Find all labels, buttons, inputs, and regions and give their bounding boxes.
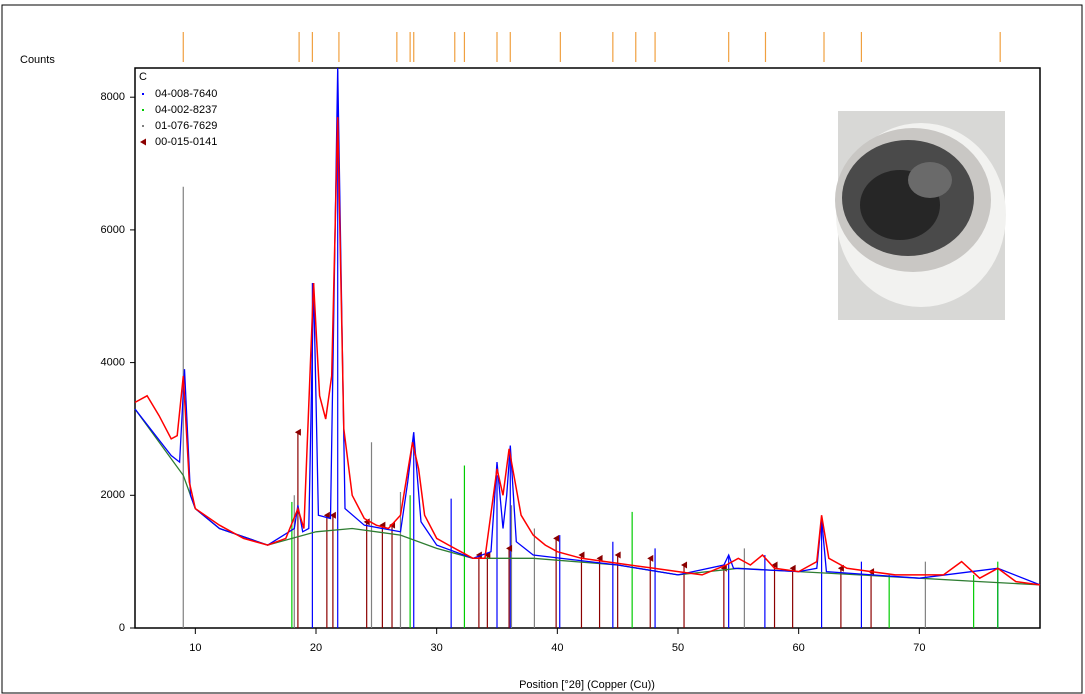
reference-triangle xyxy=(614,551,621,559)
reference-triangle xyxy=(647,554,654,562)
y-tick-label: 4000 xyxy=(101,357,125,369)
legend-label: 04-002-8237 xyxy=(155,104,217,116)
profile-line xyxy=(134,117,1041,586)
reference-triangle xyxy=(294,428,301,436)
y-tick-label: 2000 xyxy=(101,489,125,501)
legend-marker xyxy=(140,138,146,146)
x-tick-label: 70 xyxy=(913,642,925,654)
plot-area xyxy=(134,67,1041,629)
y-tick-label: 6000 xyxy=(101,224,125,236)
y-tick-label: 8000 xyxy=(101,91,125,103)
legend-label: 01-076-7629 xyxy=(155,120,217,132)
reference-triangle xyxy=(578,551,585,559)
reference-triangle xyxy=(681,561,688,569)
y-axis-label: Counts xyxy=(20,54,55,66)
reference-triangle xyxy=(771,561,778,569)
legend-label: 00-015-0141 xyxy=(155,136,217,148)
legend-label: 04-008-7640 xyxy=(155,88,217,100)
reference-triangle xyxy=(553,534,560,542)
x-tick-label: 60 xyxy=(793,642,805,654)
x-axis-label: Position [°2θ] (Copper (Cu)) xyxy=(519,679,655,691)
y-tick-label: 0 xyxy=(119,622,125,634)
reference-triangle xyxy=(484,551,491,559)
legend-marker xyxy=(142,125,144,127)
reference-triangle xyxy=(789,564,796,572)
frame xyxy=(1,4,1083,694)
reference-triangle xyxy=(596,554,603,562)
x-tick-label: 20 xyxy=(310,642,322,654)
x-tick-label: 30 xyxy=(431,642,443,654)
x-tick-label: 40 xyxy=(551,642,563,654)
x-tick-label: 10 xyxy=(189,642,201,654)
sample-photo xyxy=(835,111,1006,320)
legend-title: C xyxy=(139,71,147,83)
reference-triangle xyxy=(329,511,336,519)
x-tick-label: 50 xyxy=(672,642,684,654)
reference-triangle xyxy=(323,511,330,519)
legend-marker xyxy=(142,109,144,111)
legend-marker xyxy=(142,93,144,95)
reference-triangle xyxy=(506,544,513,552)
reference-triangle xyxy=(475,551,482,559)
